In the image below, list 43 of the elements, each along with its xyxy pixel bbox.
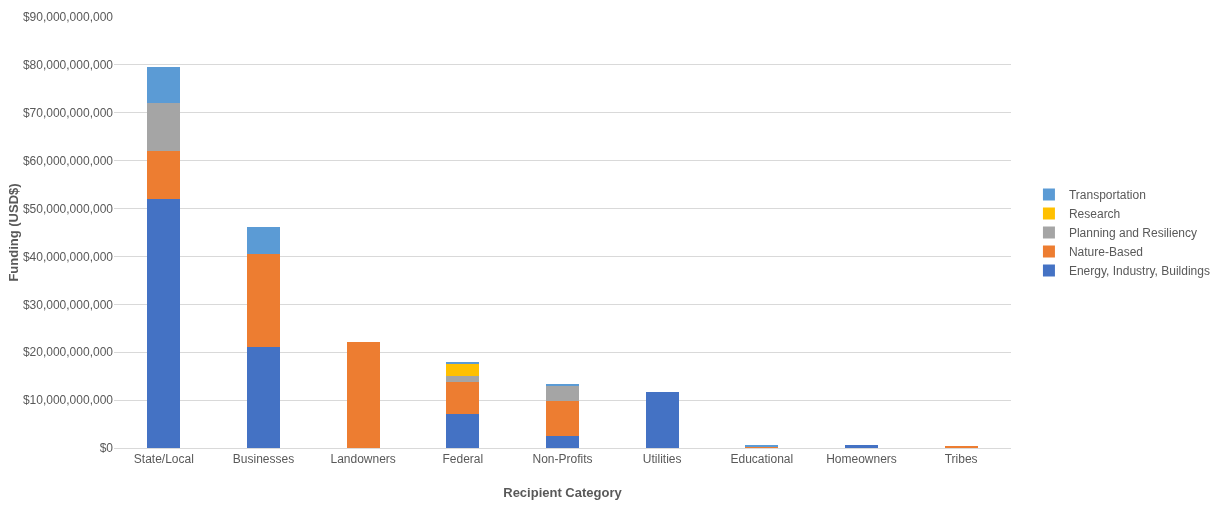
bar bbox=[446, 376, 480, 383]
bar bbox=[446, 382, 480, 415]
bar bbox=[346, 342, 380, 448]
legend-label: Planning and Resiliency bbox=[1068, 226, 1198, 241]
y-tick-label: $40,000,000,000 bbox=[22, 249, 114, 264]
y-axis-title: Funding (USD$) bbox=[5, 183, 21, 282]
bar bbox=[147, 151, 181, 199]
legend-label: Energy, Industry, Buildings bbox=[1068, 264, 1210, 279]
x-tick-label: Landowners bbox=[330, 452, 396, 467]
y-tick-label: $80,000,000,000 bbox=[22, 58, 114, 73]
bar bbox=[147, 198, 181, 448]
x-tick-label: Non-Profits bbox=[532, 452, 593, 467]
bar bbox=[446, 414, 480, 448]
y-tick-label: $10,000,000,000 bbox=[22, 393, 114, 408]
bar bbox=[845, 444, 878, 448]
legend-label: Nature-Based bbox=[1068, 245, 1143, 260]
y-tick-label: $70,000,000,000 bbox=[22, 105, 114, 120]
x-tick-label: State/Local bbox=[133, 452, 194, 467]
x-axis-title: Recipient Category bbox=[503, 485, 623, 500]
x-tick-label: Businesses bbox=[232, 452, 295, 467]
x-tick-label: Homeowners bbox=[826, 452, 897, 467]
legend-label: Transportation bbox=[1068, 188, 1146, 203]
bar bbox=[247, 226, 280, 255]
y-tick-label: $0 bbox=[99, 441, 114, 456]
x-tick-label: Federal bbox=[442, 452, 484, 467]
bar bbox=[546, 436, 579, 448]
y-tick-label: $90,000,000,000 bbox=[22, 10, 114, 25]
bar bbox=[147, 67, 181, 104]
legend-label: Research bbox=[1068, 207, 1121, 222]
y-tick-label: $50,000,000,000 bbox=[22, 201, 114, 216]
x-tick-label: Educational bbox=[730, 452, 794, 467]
x-tick-label: Tribes bbox=[944, 452, 978, 467]
y-tick-label: $30,000,000,000 bbox=[22, 297, 114, 312]
bar bbox=[645, 392, 679, 448]
bar bbox=[147, 103, 181, 152]
y-tick-label: $20,000,000,000 bbox=[22, 345, 114, 360]
bar bbox=[247, 254, 280, 348]
bar bbox=[446, 363, 480, 377]
bar bbox=[247, 347, 280, 448]
bar bbox=[546, 385, 579, 401]
x-tick-label: Utilities bbox=[642, 452, 682, 467]
y-tick-label: $60,000,000,000 bbox=[22, 153, 114, 168]
bar bbox=[546, 400, 579, 437]
